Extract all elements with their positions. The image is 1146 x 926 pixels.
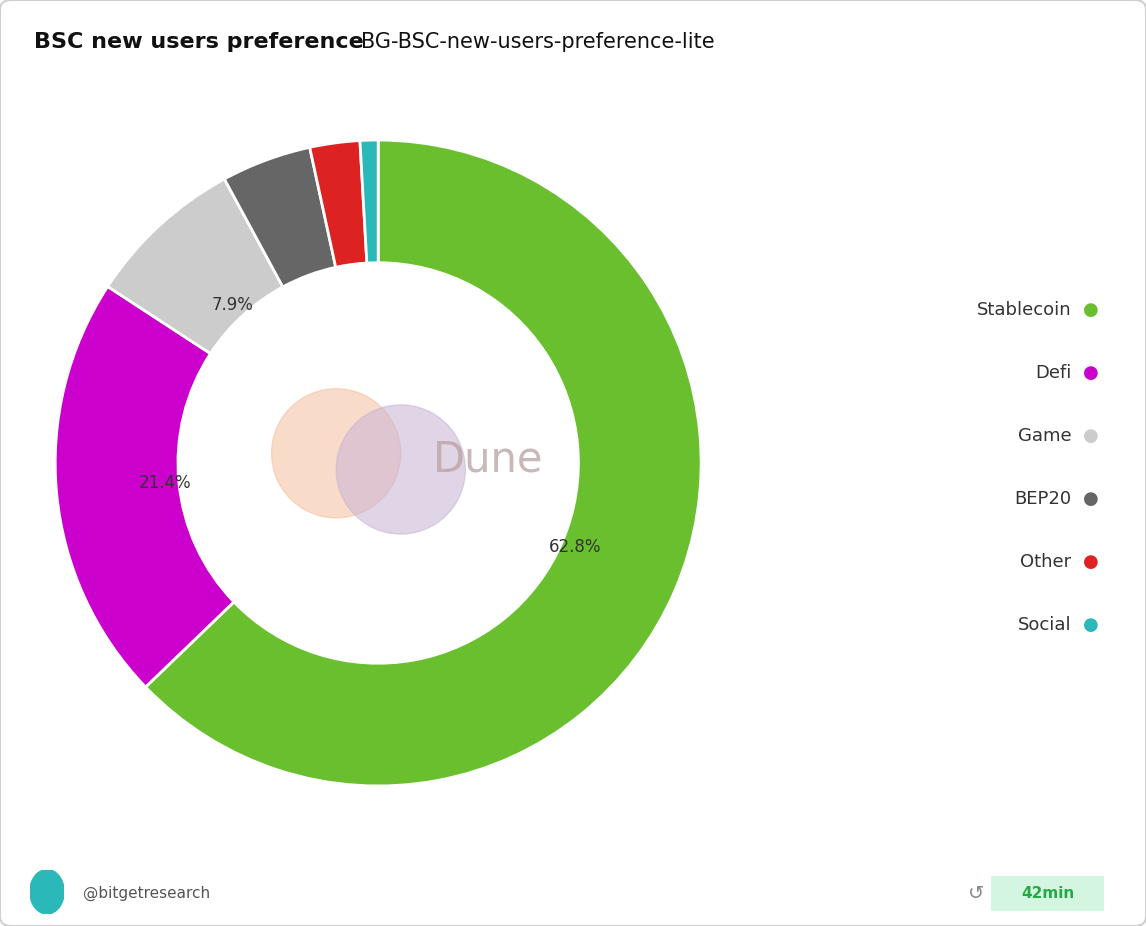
Wedge shape — [146, 140, 701, 786]
Wedge shape — [108, 179, 283, 354]
Text: BSC new users preference: BSC new users preference — [34, 32, 364, 53]
Text: Defi: Defi — [1035, 364, 1072, 382]
Text: 62.8%: 62.8% — [549, 538, 602, 556]
Circle shape — [336, 405, 465, 534]
Wedge shape — [309, 141, 367, 268]
Text: 42min: 42min — [1021, 886, 1074, 901]
Wedge shape — [225, 147, 336, 287]
Text: ●: ● — [1083, 553, 1099, 571]
Text: Social: Social — [1018, 616, 1072, 634]
Text: BG-BSC-new-users-preference-lite: BG-BSC-new-users-preference-lite — [361, 32, 715, 53]
Text: ●: ● — [1083, 364, 1099, 382]
Text: ●: ● — [1083, 616, 1099, 634]
Text: Game: Game — [1018, 427, 1072, 445]
Wedge shape — [55, 286, 234, 687]
Text: ↺: ↺ — [968, 884, 984, 903]
Text: ●: ● — [1083, 490, 1099, 508]
Circle shape — [30, 870, 64, 914]
Text: Other: Other — [1020, 553, 1072, 571]
Text: 7.9%: 7.9% — [212, 296, 253, 314]
Text: 21.4%: 21.4% — [139, 474, 191, 493]
Text: Dune: Dune — [433, 439, 543, 481]
Text: BEP20: BEP20 — [1014, 490, 1072, 508]
Circle shape — [272, 389, 401, 518]
FancyBboxPatch shape — [986, 874, 1109, 913]
Text: @bitgetresearch: @bitgetresearch — [83, 886, 210, 901]
Text: ●: ● — [1083, 301, 1099, 319]
Text: ●: ● — [1083, 427, 1099, 445]
Text: Stablecoin: Stablecoin — [976, 301, 1072, 319]
Wedge shape — [360, 140, 378, 263]
